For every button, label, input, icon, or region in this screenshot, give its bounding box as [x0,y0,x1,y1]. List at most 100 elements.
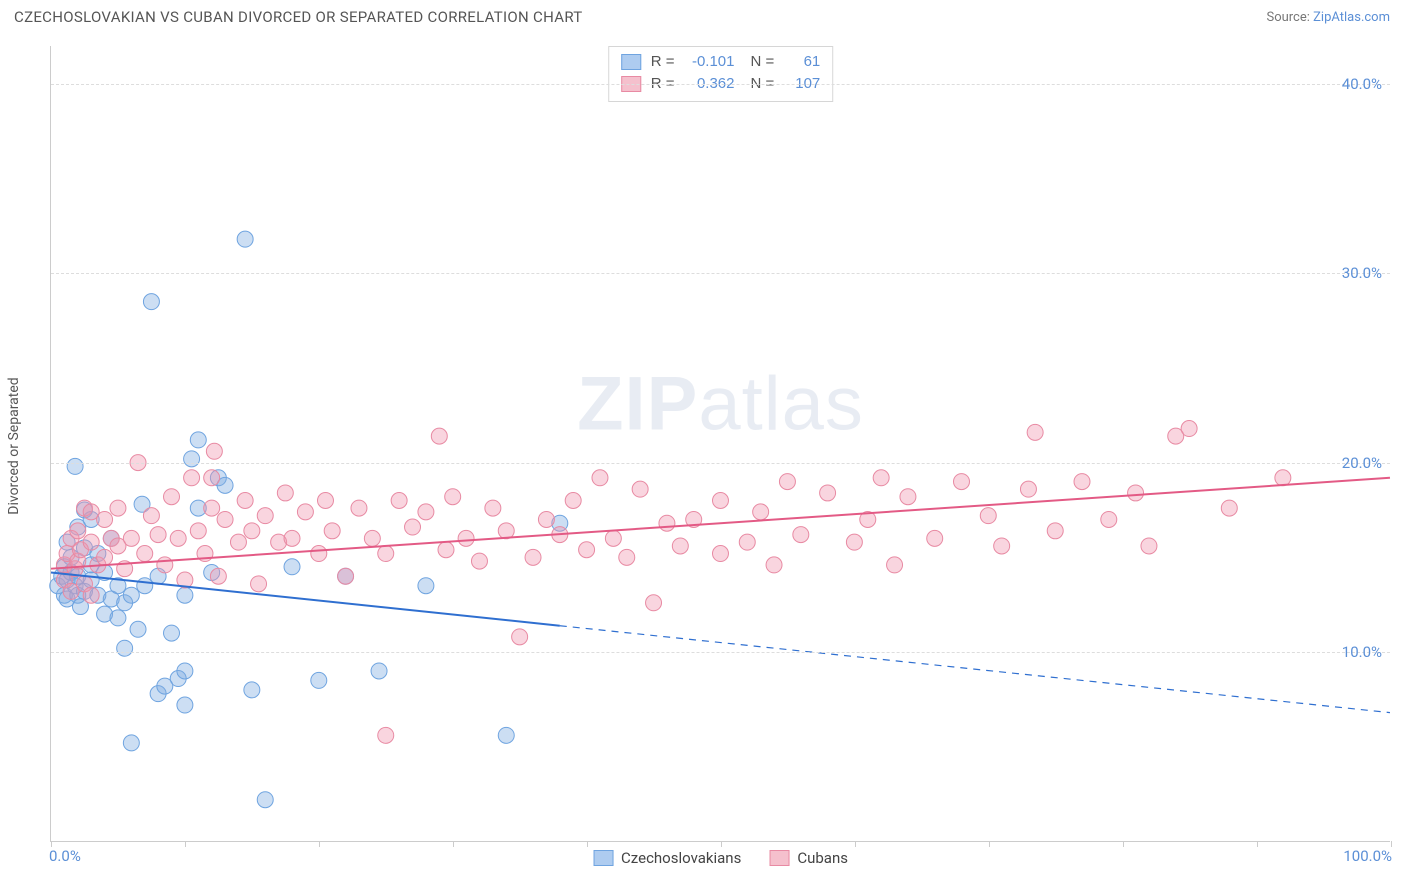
czech-point [498,727,514,743]
czech-point [123,735,139,751]
x-tick [989,841,990,847]
cuban-point [150,527,166,543]
cuban-point [311,546,327,562]
cuban-point [143,508,159,524]
czech-point [311,672,327,688]
x-tick [587,841,588,847]
cuban-point [887,557,903,573]
chart-plot-area: ZIPatlas R =-0.101N =61R =0.362N =107 Cz… [50,46,1390,842]
x-tick [855,841,856,847]
czech-point [177,697,193,713]
cuban-point [646,595,662,611]
cuban-point [157,557,173,573]
cuban-point [512,629,528,645]
czech-point [284,559,300,575]
cuban-point [123,530,139,546]
cuban-point [190,523,206,539]
gridline [51,463,1390,464]
cuban-point [378,546,394,562]
cuban-point [1128,485,1144,501]
czech-point [110,610,126,626]
cuban-point [257,508,273,524]
cuban-point [317,493,333,509]
cuban-point [712,493,728,509]
czech-point [257,792,273,808]
cuban-point [297,504,313,520]
czech-point [117,640,133,656]
cuban-point [793,527,809,543]
gridline [51,652,1390,653]
cuban-point [525,549,541,565]
czech-trend-dashed [560,626,1390,713]
x-max-label: 100.0% [1343,847,1392,865]
cuban-point [458,530,474,546]
y-tick-label: 30.0% [1342,264,1382,282]
czech-point [130,621,146,637]
cuban-point [619,549,635,565]
cuban-point [97,511,113,527]
source-prefix: Source: [1266,10,1313,25]
x-tick [1123,841,1124,847]
cuban-point [431,428,447,444]
cuban-point [846,534,862,550]
czech-point [164,625,180,641]
cuban-point [820,485,836,501]
cuban-point [217,511,233,527]
legend-swatch [593,850,613,866]
y-tick-label: 40.0% [1342,75,1382,93]
czech-point [177,663,193,679]
cuban-point [418,504,434,520]
x-min-label: 0.0% [49,847,81,865]
cuban-point [632,481,648,497]
cuban-point [1047,523,1063,539]
cuban-point [204,500,220,516]
r-value: -0.101 [685,51,735,73]
cuban-point [712,546,728,562]
cuban-point [284,530,300,546]
czech-point [418,578,434,594]
cuban-point [338,568,354,584]
r-label: R = [651,51,675,73]
cuban-point [405,519,421,535]
cuban-point [873,470,889,486]
cuban-point [170,530,186,546]
gridline [51,84,1390,85]
czech-point [123,587,139,603]
cuban-point [206,443,222,459]
cuban-point [230,534,246,550]
x-tick [185,841,186,847]
cuban-point [438,542,454,558]
czech-point [67,458,83,474]
stats-legend-row: R = -0.101 N = 61 [621,51,821,73]
cuban-point [251,576,267,592]
cuban-point [565,493,581,509]
x-tick [721,841,722,847]
x-tick [319,841,320,847]
czech-point [237,231,253,247]
cuban-point [927,530,943,546]
cuban-point [204,470,220,486]
series-legend: CzechoslovakiansCubans [593,849,848,867]
n-value: 61 [784,51,820,73]
y-axis-label: Divorced or Separated [6,377,22,514]
cuban-point [538,511,554,527]
y-tick-label: 20.0% [1342,454,1382,472]
legend-label: Czechoslovakians [621,849,741,867]
cuban-point [579,542,595,558]
source-link[interactable]: ZipAtlas.com [1313,10,1390,25]
cuban-point [672,538,688,554]
cuban-point [779,474,795,490]
czech-point [244,682,260,698]
cuban-point [753,504,769,520]
n-label: N = [751,51,775,73]
x-tick [453,841,454,847]
czech-point [371,663,387,679]
legend-swatch [621,54,641,70]
cuban-point [994,538,1010,554]
chart-title: CZECHOSLOVAKIAN VS CUBAN DIVORCED OR SEP… [14,8,583,26]
cuban-point [97,549,113,565]
cuban-point [739,534,755,550]
cuban-point [1074,474,1090,490]
source-attribution: Source: ZipAtlas.com [1266,10,1390,25]
cuban-point [164,489,180,505]
